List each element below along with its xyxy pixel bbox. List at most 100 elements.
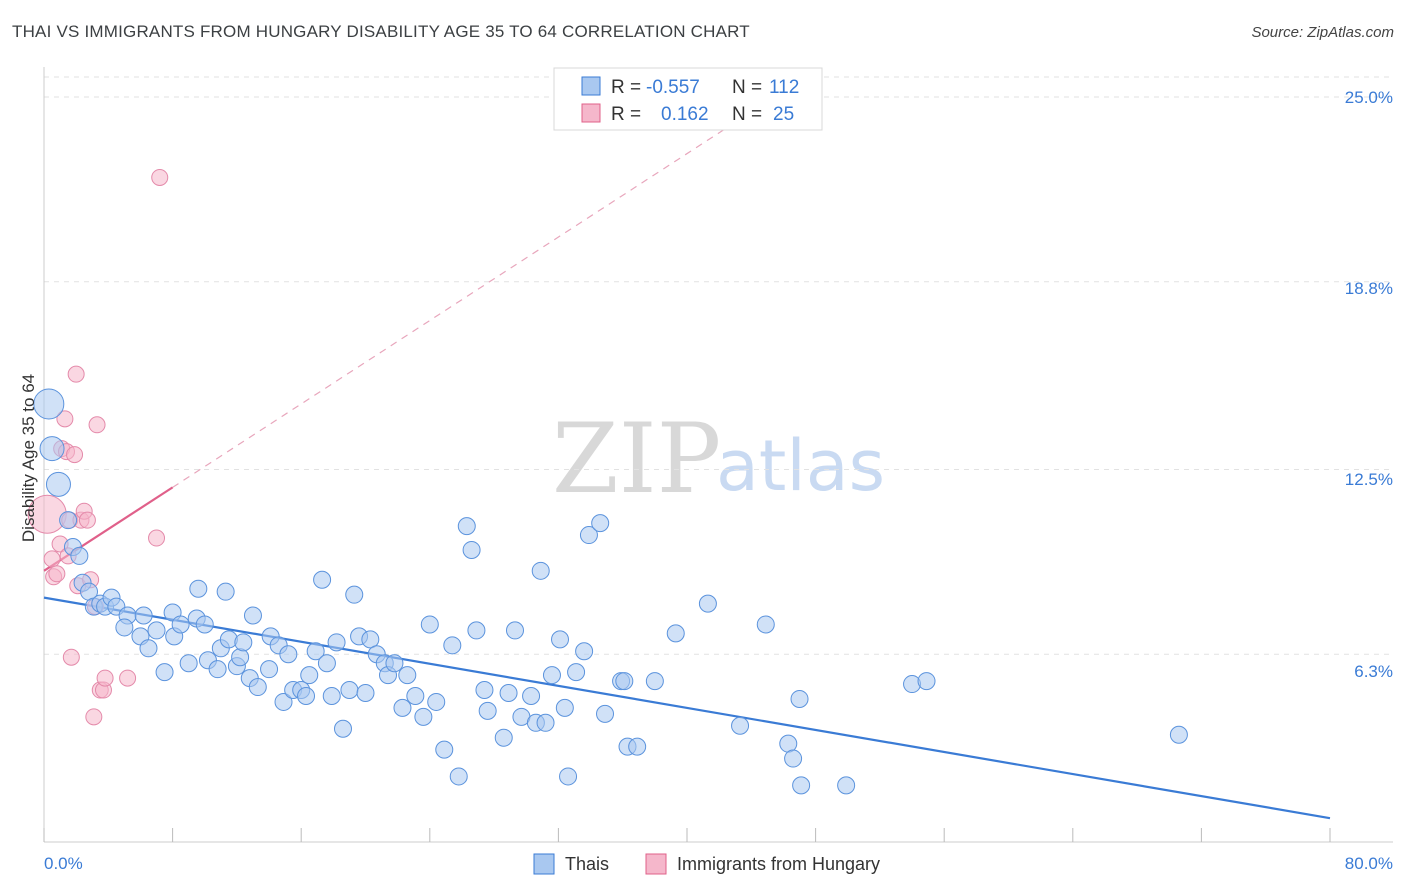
thais-point — [792, 776, 811, 795]
thais-point — [356, 684, 375, 702]
thais-point — [313, 570, 332, 589]
thais-trend-line — [43, 596, 1331, 820]
thais-point — [779, 734, 798, 753]
thais-point — [494, 728, 513, 747]
watermark-zip: ZIP — [552, 403, 721, 515]
thais-point — [457, 517, 476, 536]
legend-r-label: R = — [611, 104, 641, 125]
thais-point — [559, 767, 578, 786]
hungary-n-value: 25 — [773, 104, 794, 125]
y-tick-label: 18.8% — [1345, 279, 1393, 298]
thais-point — [567, 663, 586, 682]
thais-point — [134, 606, 153, 625]
thais-point — [837, 776, 856, 795]
thais-point — [596, 704, 615, 723]
thais-point — [195, 615, 214, 634]
thais-point — [322, 686, 341, 705]
thais-point — [70, 546, 89, 565]
thais-point — [171, 615, 190, 634]
thais-point — [555, 698, 574, 717]
thais-point — [398, 666, 417, 685]
thais-legend-swatch — [533, 853, 555, 875]
legend-r-label: R = — [611, 77, 641, 98]
hungary-trend-extension — [172, 111, 752, 488]
watermark-atlas: atlas — [716, 425, 885, 507]
thais-point — [279, 645, 298, 664]
thais-point — [449, 767, 468, 786]
thais-point — [542, 666, 561, 685]
thais-legend-swatch — [581, 76, 601, 96]
thais-point — [231, 648, 250, 667]
thais-point — [420, 615, 439, 634]
thais-point — [615, 672, 634, 691]
hungary-point — [88, 416, 106, 434]
hungary-point — [43, 550, 61, 568]
hungary-point — [148, 529, 166, 547]
thais-point — [317, 654, 336, 673]
thais-point — [385, 654, 404, 673]
hungary-point — [119, 669, 137, 687]
thais-point — [551, 630, 570, 649]
thais-point — [327, 633, 346, 652]
thais-point — [155, 663, 174, 682]
hungary-legend-swatch — [645, 853, 667, 875]
thais-n-value: 112 — [769, 77, 799, 98]
thais-point — [406, 686, 425, 705]
correlation-legend: R = -0.557 N = 112 R = 0.162 N = 25 — [553, 67, 823, 131]
thais-point — [475, 681, 494, 700]
thais-point — [435, 740, 454, 759]
thais-point — [208, 660, 227, 679]
thais-point — [39, 436, 65, 462]
thais-point — [522, 686, 541, 705]
thais-point — [219, 630, 238, 649]
chart-title: THAI VS IMMIGRANTS FROM HUNGARY DISABILI… — [12, 22, 750, 41]
legend-n-label: N = — [732, 104, 762, 125]
gridlines — [44, 76, 1393, 655]
thais-point — [591, 514, 610, 533]
y-tick-label: 6.3% — [1354, 662, 1393, 681]
thais-point — [462, 540, 481, 559]
thais-point — [179, 654, 198, 673]
thais-point — [698, 594, 717, 613]
thais-point — [115, 618, 134, 637]
thais-point — [427, 692, 446, 711]
hungary-point — [151, 168, 169, 186]
thais-point — [478, 701, 497, 720]
thais-point — [1169, 725, 1188, 744]
thais-point — [333, 719, 352, 738]
thais-point — [903, 675, 922, 694]
hungary-point — [85, 708, 103, 726]
thais-point — [300, 666, 319, 685]
thais-point — [340, 681, 359, 700]
thais-point — [59, 511, 78, 530]
thais-point — [443, 636, 462, 655]
hungary-point — [48, 565, 66, 583]
hungary-point — [96, 669, 114, 687]
x-tick-label: 80.0% — [1345, 854, 1393, 873]
thais-point — [345, 585, 364, 604]
thais-points — [33, 388, 1188, 795]
thais-point — [248, 678, 267, 697]
thais-point — [467, 621, 486, 640]
thais-point — [274, 692, 293, 711]
thais-point — [628, 737, 647, 756]
thais-point — [579, 526, 598, 545]
hungary-point — [56, 410, 74, 428]
thais-point — [297, 686, 316, 705]
thais-point — [306, 642, 325, 661]
hungary-point — [62, 648, 80, 666]
thais-point — [666, 624, 685, 643]
thais-point — [531, 561, 550, 580]
hungary-point — [66, 446, 84, 464]
hungary-r-value: 0.162 — [661, 104, 709, 125]
y-tick-label: 25.0% — [1345, 88, 1393, 107]
thais-point — [33, 388, 65, 420]
thais-point — [536, 713, 555, 732]
thais-point — [645, 672, 664, 691]
y-axis-label: Disability Age 35 to 64 — [19, 374, 38, 542]
thais-point — [917, 672, 936, 691]
y-tick-label: 12.5% — [1345, 470, 1393, 489]
thais-point — [139, 639, 158, 658]
thais-point — [393, 698, 412, 717]
